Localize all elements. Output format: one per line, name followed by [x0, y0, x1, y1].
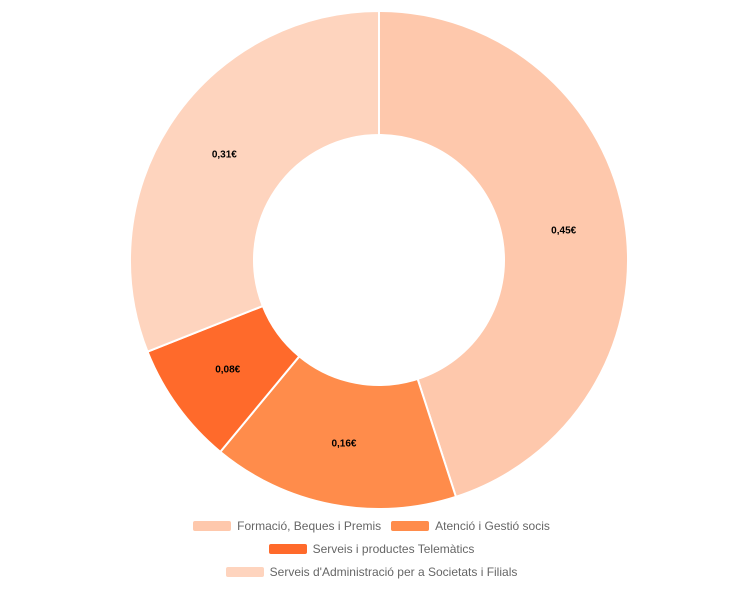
- data-label: 0,16€: [331, 438, 356, 449]
- legend-swatch: [193, 521, 232, 531]
- chart: 0,45€ 0,16€ 0,08€ 0,31€: [129, 9, 629, 510]
- legend-swatch: [268, 544, 307, 554]
- legend-label: Atenció i Gestió socis: [435, 519, 550, 533]
- data-label: 0,31€: [212, 150, 237, 161]
- legend-swatch: [391, 521, 430, 531]
- data-label: 0,45€: [551, 225, 576, 236]
- donut-segment: [218, 354, 458, 510]
- donut-segment: [129, 9, 380, 353]
- donut-segment: [378, 9, 629, 499]
- legend-label: Serveis i productes Telemàtics: [312, 542, 475, 556]
- legend-swatch: [225, 567, 264, 577]
- legend-item[interactable]: Atenció i Gestió socis: [391, 517, 550, 535]
- legend-label: Serveis d'Administració per a Societats …: [269, 565, 518, 579]
- legend: Formació, Beques i Premis Atenció i Gesti…: [180, 517, 563, 581]
- data-label: 0,08€: [215, 365, 240, 376]
- legend-item[interactable]: Serveis d'Administració per a Societats …: [225, 563, 518, 581]
- legend-item[interactable]: Serveis i productes Telemàtics: [268, 540, 475, 558]
- legend-label: Formació, Beques i Premis: [237, 519, 382, 533]
- legend-item[interactable]: Formació, Beques i Premis: [193, 517, 381, 535]
